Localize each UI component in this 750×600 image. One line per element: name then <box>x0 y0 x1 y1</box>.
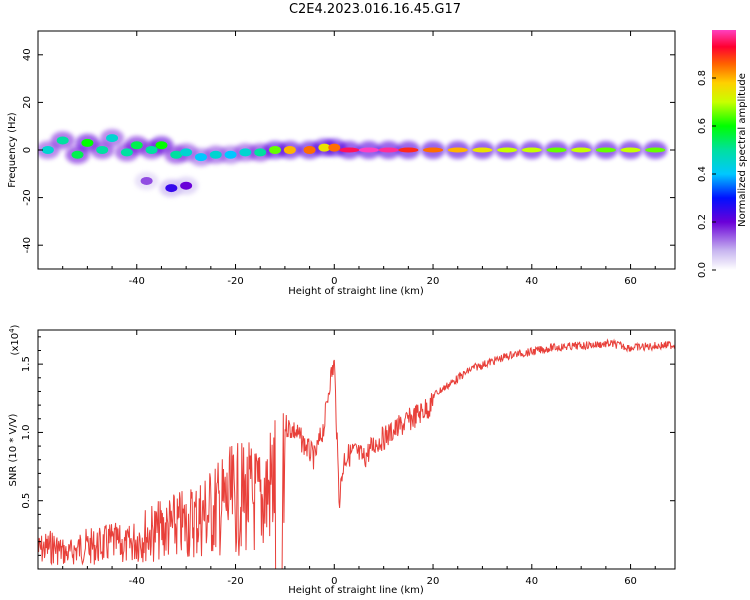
spectrogram-blob <box>194 153 207 162</box>
spectrogram-ylabel: Frequency (Hz) <box>7 112 18 188</box>
spectrogram-panel: -40 -20 0 20 40 60 -40 -20 0 20 40 Height of strai… <box>7 30 676 297</box>
colorbar-label: Normalized spectral amplitude <box>737 73 748 227</box>
spectrogram-blob <box>180 148 193 157</box>
spectrogram-xtick-label: 40 <box>525 276 538 287</box>
spectrogram-blob <box>96 146 109 154</box>
spectrogram-blob <box>224 150 237 159</box>
spectrogram-blob <box>239 148 252 157</box>
spectrogram-blob <box>209 150 222 159</box>
snr-ytick-label: 1.5 <box>21 356 32 372</box>
colorbar-tick-label: 0.4 <box>697 166 708 182</box>
colorbar-tick-label: 0.2 <box>697 214 708 230</box>
chart-title: C2E4.2023.016.16.45.G17 <box>288 2 462 17</box>
snr-scale-close: ) <box>10 324 21 328</box>
spectrogram-blob <box>41 146 54 154</box>
spectrogram-xlabel: Height of straight line (km) <box>288 286 424 297</box>
spectrogram-blob <box>521 147 542 153</box>
snr-ylabel: SNR (10 * V/V) <box>8 413 19 486</box>
spectrogram-xtick-label: -20 <box>227 276 243 287</box>
snr-xtick-label: 60 <box>624 576 637 587</box>
spectrogram-ytick-label: -20 <box>22 189 33 205</box>
colorbar-ticks: 0.0 0.2 0.4 0.6 0.8 <box>697 70 716 278</box>
spectrogram-xtick-label: 0 <box>331 276 337 287</box>
spectrogram-blob <box>71 150 84 159</box>
spectrogram-blob <box>303 146 316 154</box>
spectrogram-blob <box>81 138 94 147</box>
spectrogram-blob <box>283 146 296 154</box>
snr-xtick-label: 0 <box>331 576 337 587</box>
colorbar-tick-label: 0.8 <box>697 70 708 86</box>
spectrogram-blob <box>318 143 331 152</box>
spectrogram-ytick-label: -40 <box>22 237 33 253</box>
snr-ticks: -40 -20 0 20 40 60 0.5 1.0 1.5 <box>21 330 675 587</box>
spectrogram-blob <box>328 143 341 152</box>
spectrogram-blob <box>180 181 193 190</box>
spectrogram-blob <box>645 147 666 153</box>
spectrogram-blob <box>165 184 178 193</box>
snr-ytick-label: 1.0 <box>21 424 32 440</box>
spectrogram-blob <box>170 150 183 159</box>
spectrogram-ytick-label: 0 <box>22 147 33 153</box>
snr-xtick-label: 20 <box>427 576 440 587</box>
spectrogram-blob <box>254 148 267 157</box>
snr-ytick-label: 0.5 <box>21 493 32 509</box>
spectrogram-blob <box>339 147 360 153</box>
spectrogram-blob <box>106 134 119 143</box>
snr-series-line <box>38 338 675 569</box>
spectrogram-xtick-label: 20 <box>427 276 440 287</box>
spectrogram-blob <box>269 146 282 154</box>
colorbar-tick-label: 0.6 <box>697 118 708 134</box>
spectrogram-ytick-label: 40 <box>22 48 33 61</box>
spectrogram-blob <box>378 147 399 153</box>
colorbar-tick-label: 0.0 <box>697 262 708 278</box>
spectrogram-blob <box>398 147 419 153</box>
snr-scale-exp: 4 <box>8 328 16 333</box>
spectrogram-ytick-label: 20 <box>22 96 33 109</box>
spectrogram-blob <box>140 176 153 185</box>
spectrogram-blob <box>472 147 493 153</box>
spectrogram-blob <box>595 147 616 153</box>
spectrogram-blob <box>358 147 379 153</box>
snr-xtick-label: 40 <box>525 576 538 587</box>
snr-xtick-label: -40 <box>129 576 145 587</box>
colorbar: 0.0 0.2 0.4 0.6 0.8 Normalized spectral ampl… <box>697 30 748 278</box>
spectrogram-blob <box>423 147 444 153</box>
spectrogram-image <box>38 129 668 198</box>
snr-xtick-label: -20 <box>227 576 243 587</box>
spectrogram-blob <box>497 147 518 153</box>
spectrogram-blob <box>620 147 641 153</box>
colorbar-gradient <box>712 30 736 270</box>
spectrogram-blob <box>155 141 168 150</box>
spectrogram-ticks: -40 -20 0 20 40 60 -40 -20 0 20 40 <box>22 31 675 287</box>
snr-xlabel: Height of straight line (km) <box>288 585 424 596</box>
spectrogram-blob <box>546 147 567 153</box>
snr-frame <box>37 329 676 570</box>
snr-panel: -40 -20 0 20 40 60 0.5 1.0 1.5 Height of straigh… <box>8 324 676 596</box>
spectrogram-blob <box>120 148 133 157</box>
spectrogram-blob <box>571 147 592 153</box>
spectrogram-blob <box>130 141 143 150</box>
snr-scale-prefix: (x10 <box>10 333 21 356</box>
spectrogram-blob <box>145 146 158 154</box>
spectrogram-blob <box>447 147 468 153</box>
snr-scale-label: (x104) <box>8 324 21 355</box>
spectrogram-xtick-label: 60 <box>624 276 637 287</box>
spectrogram-xtick-label: -40 <box>129 276 145 287</box>
spectrogram-blob <box>56 136 69 145</box>
